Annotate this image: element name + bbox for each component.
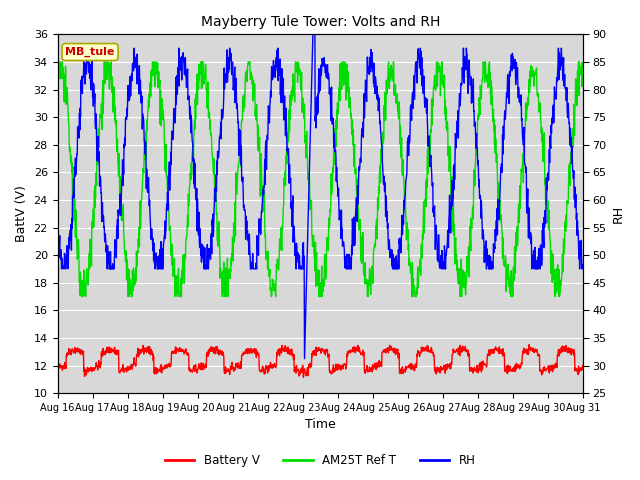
Y-axis label: BattV (V): BattV (V) <box>15 185 28 242</box>
Legend: Battery V, AM25T Ref T, RH: Battery V, AM25T Ref T, RH <box>160 449 480 472</box>
Text: MB_tule: MB_tule <box>65 47 115 57</box>
Y-axis label: RH: RH <box>612 204 625 223</box>
Title: Mayberry Tule Tower: Volts and RH: Mayberry Tule Tower: Volts and RH <box>201 15 440 29</box>
X-axis label: Time: Time <box>305 419 336 432</box>
